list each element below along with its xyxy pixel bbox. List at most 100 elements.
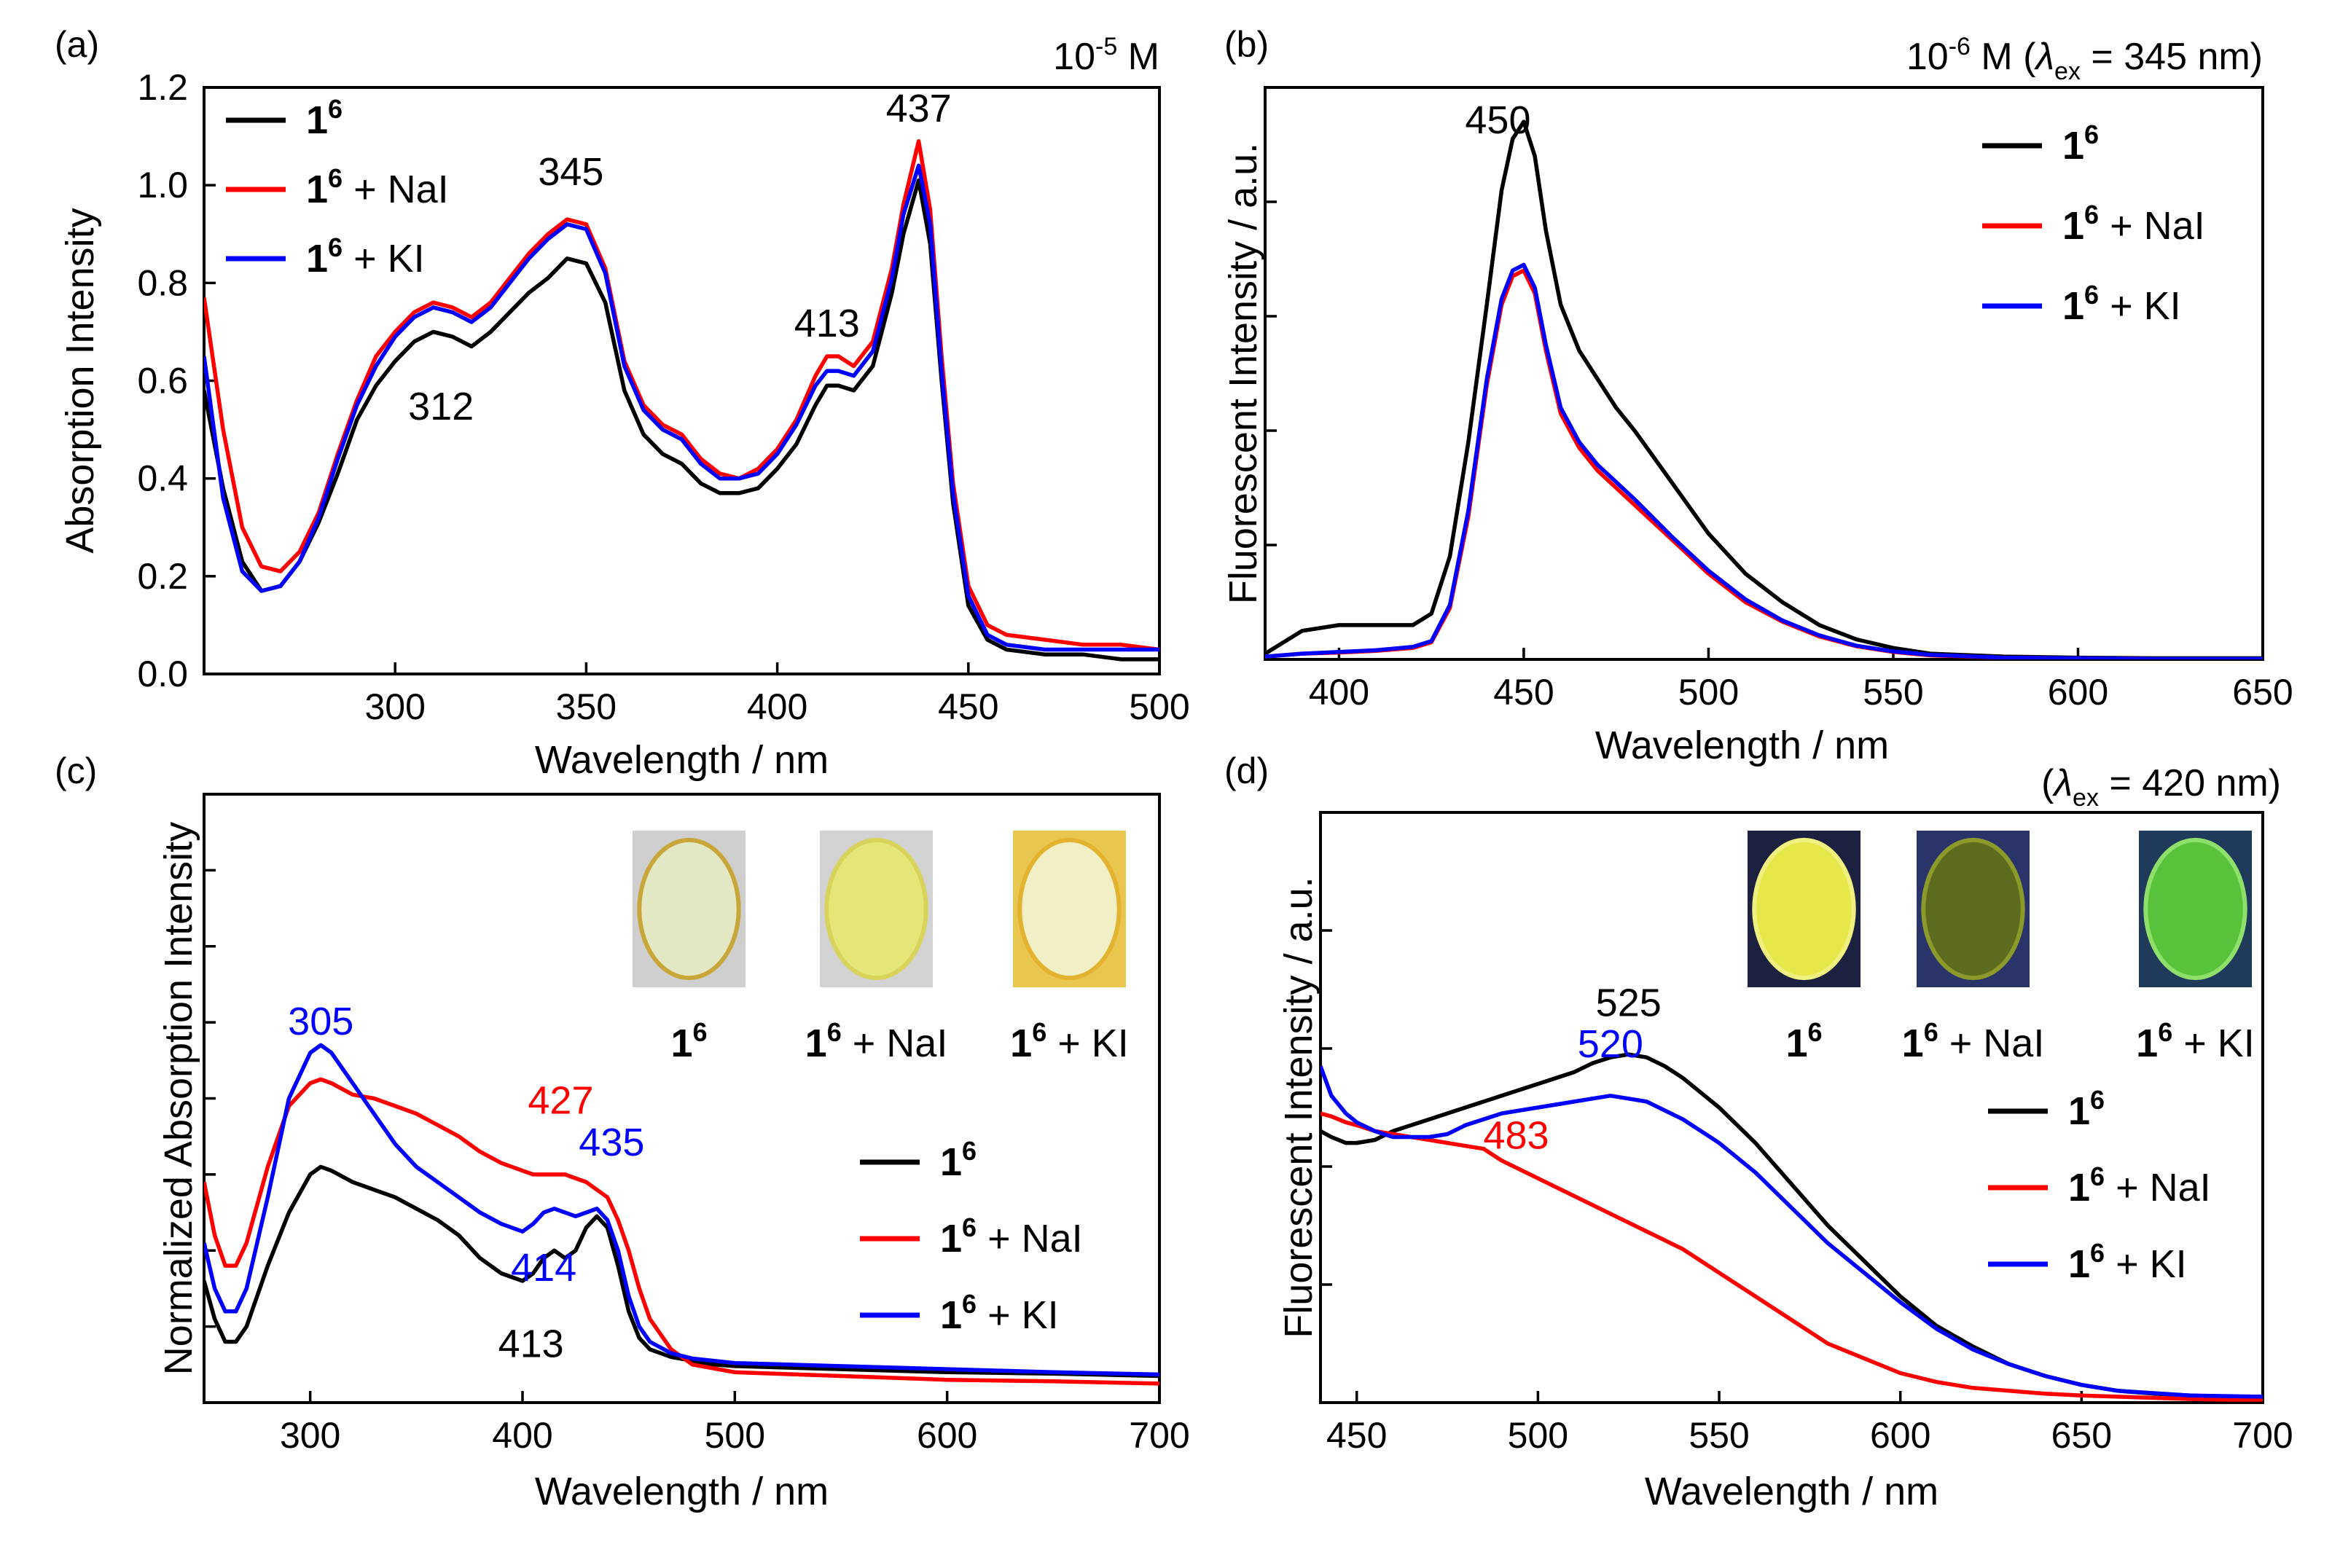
y-tick-label-a: 0.4: [137, 458, 188, 499]
legend-label-c-sup: 6: [962, 1136, 977, 1166]
x-tick-label-d: 650: [2051, 1415, 2112, 1456]
x-tick-label-b: 650: [2232, 672, 2293, 713]
inset-film: [1017, 837, 1122, 981]
inset-caption-c-sup: 6: [1032, 1017, 1046, 1047]
peak-label-d: 520: [1578, 1022, 1643, 1066]
x-tick-label-b: 550: [1863, 672, 1923, 713]
panel-label-c: (c): [55, 750, 97, 791]
condition-lambda: λ: [2051, 762, 2073, 804]
inset-caption-c: 16 + NaI: [805, 1017, 948, 1065]
legend-label-b-base: 1: [2062, 124, 2084, 168]
peak-label-c: 435: [579, 1121, 644, 1164]
condition-base: 10: [1053, 36, 1095, 78]
x-tick-label-b: 450: [1493, 672, 1554, 713]
x-axis-label-b: Wavelength / nm: [1595, 724, 1889, 767]
legend-label-d: 16 + KI: [2068, 1238, 2187, 1286]
x-tick-label-b: 400: [1309, 672, 1369, 713]
inset-caption-d-rest: + NaI: [1938, 1022, 2045, 1065]
series-line-c-0: [204, 1164, 1159, 1379]
x-axis-label-d: Wavelength / nm: [1645, 1470, 1938, 1513]
inset-caption-c-sup: 6: [693, 1017, 708, 1047]
plot-frame-b: [1264, 86, 2264, 661]
inset-caption-c: 16: [670, 1017, 707, 1065]
legend-label-d-sup: 6: [2090, 1161, 2105, 1191]
series-line-d-0: [1320, 1052, 2263, 1399]
x-tick-label-c: 600: [917, 1415, 977, 1456]
legend-label-b: 16: [2062, 119, 2099, 168]
y-tick-label-a: 0.8: [137, 262, 188, 303]
condition-rest: M (: [1971, 36, 2036, 78]
legend-label-a-base: 1: [306, 98, 328, 142]
inset-film: [1752, 837, 1856, 981]
inset-caption-c-rest: + NaI: [842, 1022, 948, 1065]
x-tick-label-a: 350: [556, 686, 617, 727]
series-line-b-0: [1265, 119, 2263, 659]
condition-exp: -5: [1095, 33, 1117, 60]
x-tick-label-c: 700: [1129, 1415, 1189, 1456]
legend-label-d-base: 1: [2068, 1166, 2090, 1210]
inset-film: [637, 837, 741, 981]
y-axis-label-c: Normalized Absorption Intensity: [157, 822, 200, 1375]
condition-lambda: λ: [2033, 36, 2054, 78]
inset-film: [824, 837, 928, 981]
inset-photo-c: [820, 831, 933, 987]
legend-label-c-base: 1: [940, 1293, 962, 1337]
x-tick-label-d: 500: [1508, 1415, 1568, 1456]
inset-caption-c: 16 + KI: [1010, 1017, 1129, 1065]
y-axis-label-a: Absorption Intensity: [58, 208, 102, 553]
peak-label-c: 413: [498, 1322, 564, 1365]
inset-caption-c-rest: + KI: [1046, 1022, 1129, 1065]
legend-label-d-rest: + NaI: [2105, 1166, 2211, 1210]
legend-label-c-sup: 6: [962, 1212, 977, 1242]
legend-label-b-rest: + KI: [2099, 284, 2181, 328]
inset-film: [1921, 837, 2025, 981]
inset-caption-c-base: 1: [1010, 1022, 1032, 1065]
legend-label-c: 16 + NaI: [940, 1212, 1083, 1261]
panel-d: (d) 450 500 550 600 650 700 Wavelength / nm Fluo…: [1224, 750, 2293, 1513]
panel-b: (b) 400 450 500 550 600 650 Wavelength / nm Fluo…: [1221, 24, 2293, 767]
peak-label-a: 413: [794, 302, 860, 345]
panel-a: (a) 300 350 400 450 500 0.0 0.2 0.4 0.6 0.8 1.0 1.2 W…: [55, 24, 1190, 782]
peak-label-d: 525: [1596, 981, 1662, 1024]
peak-label-c: 414: [511, 1246, 576, 1290]
legend-label-d-base: 1: [2068, 1089, 2090, 1133]
x-tick-label-b: 600: [2048, 672, 2108, 713]
x-tick-label-d: 600: [1870, 1415, 1930, 1456]
inset-caption-c-base: 1: [805, 1022, 827, 1065]
legend-label-d-base: 1: [2068, 1242, 2090, 1286]
panel-label-a: (a): [55, 24, 99, 65]
series-line-d-1: [1320, 1111, 2263, 1402]
legend-label-d: 16: [2068, 1085, 2105, 1133]
x-tick-label-a: 400: [747, 686, 807, 727]
peak-label-c: 427: [528, 1078, 593, 1122]
legend-label-c-base: 1: [940, 1217, 962, 1261]
inset-caption-d-sup: 6: [1924, 1017, 1938, 1047]
legend-label-a: 16 + KI: [306, 232, 425, 281]
legend-label-a-sup: 6: [328, 94, 343, 124]
inset-caption-d-base: 1: [2136, 1022, 2158, 1065]
inset-caption-d: 16 + NaI: [1902, 1017, 2045, 1065]
inset-photo-d: [1917, 831, 2030, 987]
x-axis-label-c: Wavelength / nm: [535, 1470, 829, 1513]
series-line-a-2: [204, 163, 1159, 652]
inset-caption-c-base: 1: [670, 1022, 692, 1065]
legend-label-c-rest: + NaI: [977, 1217, 1083, 1261]
inset-photo-c: [1013, 831, 1126, 987]
x-tick-label-c: 500: [705, 1415, 765, 1456]
legend-label-a-rest: + NaI: [343, 168, 449, 211]
panel-label-d: (d): [1224, 750, 1269, 791]
peak-label-c: 305: [288, 1000, 353, 1043]
condition-d: (λex = 420 nm): [2041, 762, 2281, 812]
y-axis-label-d: Fluorescent Intensity / a.u.: [1277, 877, 1320, 1338]
legend-label-b-rest: + NaI: [2099, 204, 2205, 248]
legend-label-d-rest: + KI: [2105, 1242, 2187, 1286]
legend-label-b: 16 + NaI: [2062, 200, 2205, 248]
legend-label-d: 16 + NaI: [2068, 1161, 2211, 1210]
x-tick-label-d: 550: [1689, 1415, 1749, 1456]
inset-caption-d-rest: + KI: [2172, 1022, 2255, 1065]
legend-label-a: 16: [306, 94, 343, 142]
legend-label-b-sup: 6: [2084, 280, 2099, 310]
x-tick-label-b: 500: [1678, 672, 1739, 713]
inset-caption-d-sup: 6: [1808, 1017, 1823, 1047]
